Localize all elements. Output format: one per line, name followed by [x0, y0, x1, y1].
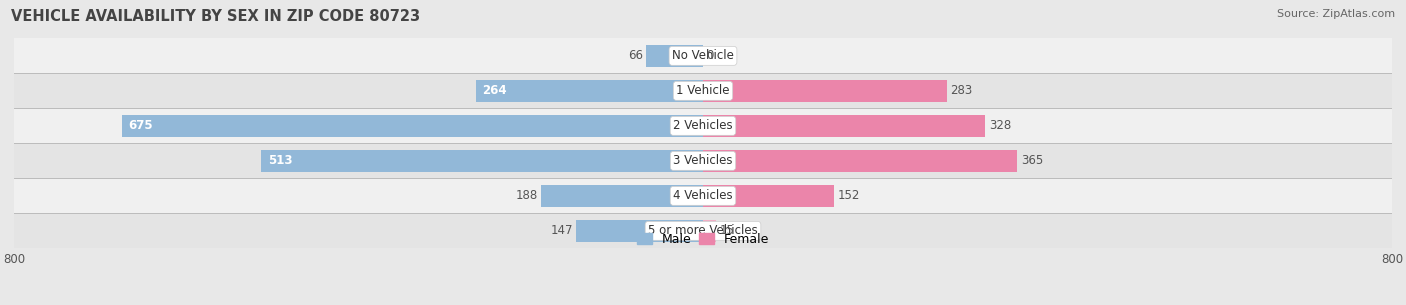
Bar: [703, 115, 986, 137]
Legend: Male, Female: Male, Female: [637, 233, 769, 246]
Bar: [703, 220, 716, 242]
Text: 3 Vehicles: 3 Vehicles: [673, 154, 733, 167]
Text: 264: 264: [482, 84, 508, 97]
Text: 0: 0: [706, 49, 714, 62]
Bar: [14, 143, 1392, 178]
Bar: [647, 45, 703, 67]
Bar: [703, 80, 946, 102]
Text: 4 Vehicles: 4 Vehicles: [673, 189, 733, 202]
Text: 152: 152: [838, 189, 859, 202]
Bar: [14, 38, 1392, 73]
Text: 283: 283: [950, 84, 973, 97]
Text: 2 Vehicles: 2 Vehicles: [673, 119, 733, 132]
Bar: [475, 80, 703, 102]
Bar: [703, 150, 1018, 172]
Text: 513: 513: [269, 154, 292, 167]
Text: 5 or more Vehicles: 5 or more Vehicles: [648, 224, 758, 237]
Bar: [14, 214, 1392, 248]
Text: 675: 675: [128, 119, 153, 132]
Bar: [14, 73, 1392, 108]
Bar: [14, 108, 1392, 143]
Text: VEHICLE AVAILABILITY BY SEX IN ZIP CODE 80723: VEHICLE AVAILABILITY BY SEX IN ZIP CODE …: [11, 9, 420, 24]
Text: 188: 188: [516, 189, 537, 202]
Text: 66: 66: [627, 49, 643, 62]
Bar: [14, 178, 1392, 213]
Text: 147: 147: [551, 224, 574, 237]
Bar: [576, 220, 703, 242]
Bar: [122, 115, 703, 137]
Text: Source: ZipAtlas.com: Source: ZipAtlas.com: [1277, 9, 1395, 19]
Bar: [262, 150, 703, 172]
Text: 15: 15: [720, 224, 734, 237]
Text: 365: 365: [1021, 154, 1043, 167]
Text: No Vehicle: No Vehicle: [672, 49, 734, 62]
Bar: [541, 185, 703, 207]
Text: 328: 328: [988, 119, 1011, 132]
Text: 1 Vehicle: 1 Vehicle: [676, 84, 730, 97]
Bar: [703, 185, 834, 207]
